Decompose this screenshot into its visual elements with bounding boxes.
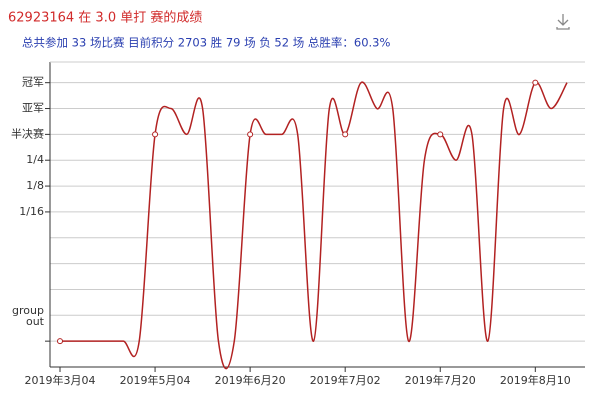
- point: [532, 79, 539, 86]
- y-tick-label: 冠军: [22, 76, 44, 89]
- y-tick-label: 亚军: [22, 102, 44, 115]
- point: [57, 338, 63, 345]
- point: [437, 131, 444, 138]
- x-tick-label: 2019年6月20: [215, 373, 286, 387]
- y-tick-label: group out: [12, 304, 45, 328]
- y-tick-label: 1/16: [19, 205, 44, 218]
- series-line: [60, 81, 568, 370]
- x-tick-label: 2019年3月04: [25, 373, 96, 387]
- x-tick-label: 2019年7月20: [405, 373, 476, 387]
- point: [342, 131, 349, 138]
- download-icon[interactable]: [556, 14, 570, 30]
- point: [247, 131, 254, 138]
- point: [152, 131, 159, 138]
- x-tick-label: 2019年8月10: [500, 373, 571, 387]
- x-tick-label: 2019年5月04: [120, 373, 191, 387]
- y-tick-label: 1/8: [26, 179, 44, 192]
- x-tick-label: 2019年7月02: [310, 373, 381, 387]
- y-tick-label: 半决赛: [11, 126, 44, 140]
- chart-title: 62923164 在 3.0 单打 赛的成绩: [8, 10, 202, 26]
- y-tick-label: 1/4: [26, 153, 44, 166]
- chart-subtitle: 总共参加 33 场比赛 目前积分 2703 胜 79 场 负 52 场 总胜率：…: [22, 36, 390, 50]
